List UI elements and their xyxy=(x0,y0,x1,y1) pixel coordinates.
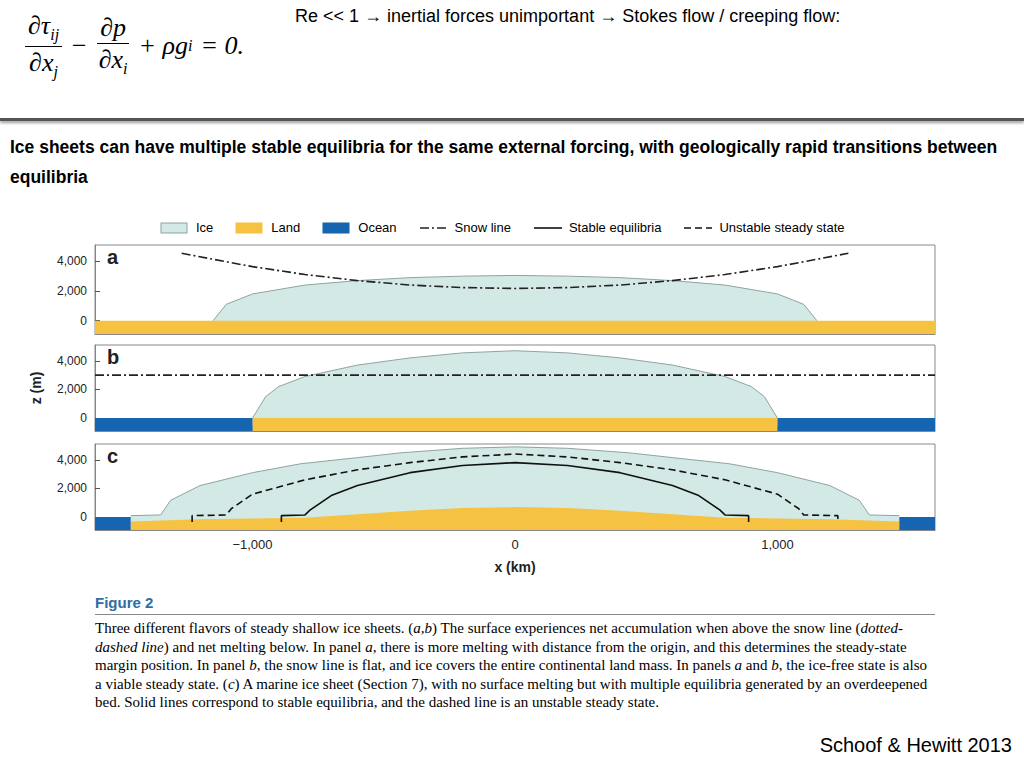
svg-text:4,000: 4,000 xyxy=(57,453,87,467)
svg-text:0: 0 xyxy=(511,537,518,552)
html-text:+ ρgi = 0.: + ρgi = 0. xyxy=(138,31,245,61)
svg-text:0: 0 xyxy=(80,510,87,524)
svg-text:4,000: 4,000 xyxy=(57,354,87,368)
html-text:Unstable steady state: Unstable steady state xyxy=(719,220,845,235)
svg-text:2,000: 2,000 xyxy=(57,481,87,495)
svg-text:0: 0 xyxy=(80,314,87,328)
html-text:Schoof & Hewitt 2013: Schoof & Hewitt 2013 xyxy=(819,734,1012,756)
html-text:Land: Land xyxy=(271,220,301,235)
html-text:Three different flavors of ste: Three different flavors of steady shallo… xyxy=(95,620,928,710)
svg-text:a: a xyxy=(107,246,119,268)
html-text:Snow line: Snow line xyxy=(454,220,511,235)
html-text:Ice: Ice xyxy=(196,220,214,235)
svg-text:x (km): x (km) xyxy=(494,559,535,575)
html-text:Stable equilibria: Stable equilibria xyxy=(569,220,662,235)
html-text:∂p: ∂p xyxy=(100,13,126,43)
svg-text:2,000: 2,000 xyxy=(57,284,87,298)
svg-text:c: c xyxy=(107,445,118,467)
svg-text:1,000: 1,000 xyxy=(761,537,794,552)
html-text:∂xj: ∂xj xyxy=(29,47,58,80)
html-text:∂xi: ∂xi xyxy=(98,45,128,78)
html-text:Ice sheets can have multiple s: Ice sheets can have multiple stable equi… xyxy=(10,137,998,187)
html-text:∂τij: ∂τij xyxy=(28,11,60,43)
html-text:Figure 2: Figure 2 xyxy=(95,594,154,611)
html-text:Re << 1 → inertial forces unim: Re << 1 → inertial forces unimportant → … xyxy=(295,6,841,26)
svg-text:4,000: 4,000 xyxy=(57,254,87,268)
svg-text:−1,000: −1,000 xyxy=(232,537,272,552)
html-text:Ocean: Ocean xyxy=(358,220,397,235)
svg-text:z (m): z (m) xyxy=(28,372,44,405)
svg-text:b: b xyxy=(107,346,119,368)
svg-text:2,000: 2,000 xyxy=(57,382,87,396)
svg-text:0: 0 xyxy=(80,411,87,425)
